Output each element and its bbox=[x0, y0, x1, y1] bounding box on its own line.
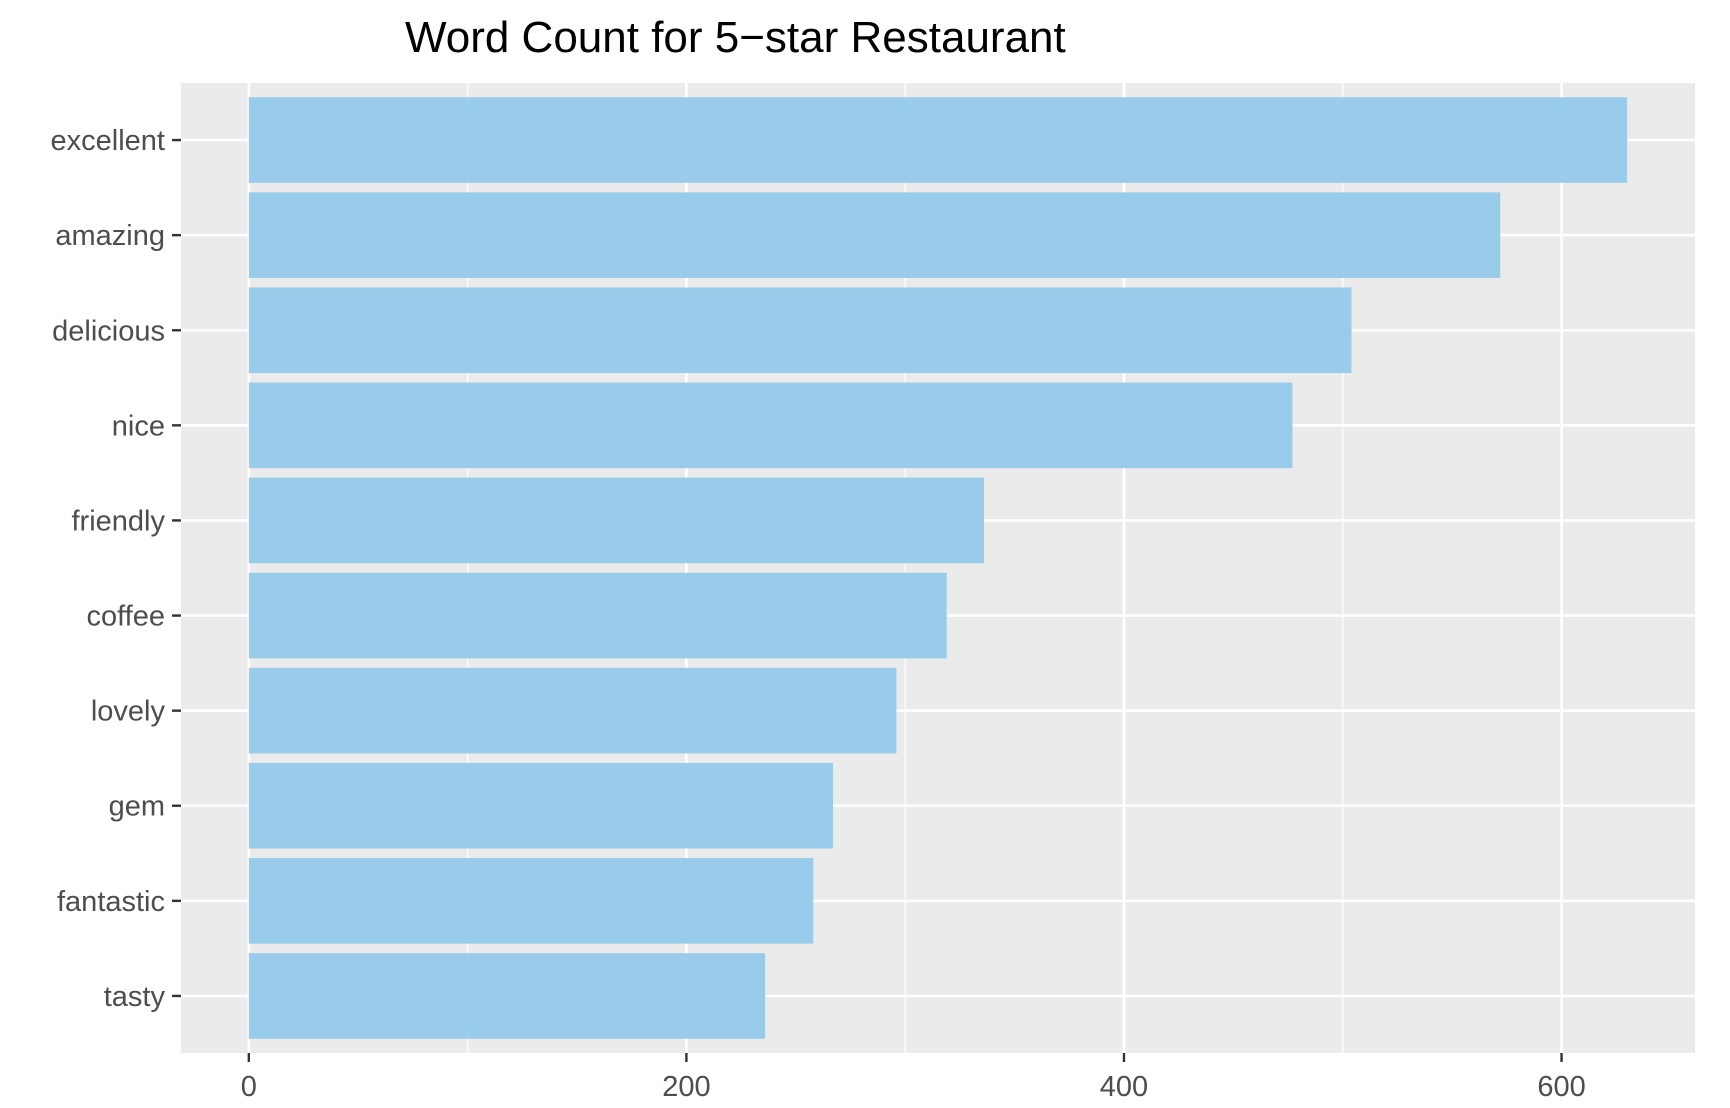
y-tick-label: tasty bbox=[104, 981, 166, 1013]
y-tick-label: fantastic bbox=[57, 886, 165, 918]
bar-excellent bbox=[248, 97, 1628, 183]
y-tick-label: gem bbox=[109, 791, 165, 823]
y-tick-label: excellent bbox=[51, 125, 165, 157]
bar-tasty bbox=[248, 953, 766, 1039]
bar-lovely bbox=[248, 667, 897, 754]
bar-fantastic bbox=[248, 858, 814, 944]
y-tick-label: amazing bbox=[55, 220, 165, 252]
x-tick-label: 400 bbox=[1100, 1071, 1148, 1103]
y-tick-label: nice bbox=[112, 410, 165, 442]
x-tick-label: 600 bbox=[1537, 1071, 1585, 1103]
y-tick-label: delicious bbox=[52, 315, 165, 347]
bar-nice bbox=[248, 382, 1293, 469]
y-tick-label: lovely bbox=[91, 696, 166, 728]
bar-amazing bbox=[248, 192, 1501, 278]
x-tick-label: 200 bbox=[662, 1071, 710, 1103]
bar-coffee bbox=[248, 572, 947, 659]
bar-delicious bbox=[248, 287, 1352, 374]
y-tick-label: coffee bbox=[87, 601, 165, 633]
bar-gem bbox=[248, 762, 833, 849]
bar-friendly bbox=[248, 477, 984, 564]
x-tick-label: 0 bbox=[241, 1071, 257, 1103]
chart-title: Word Count for 5−star Restaurant bbox=[405, 13, 1066, 62]
y-tick-label: friendly bbox=[72, 505, 166, 537]
